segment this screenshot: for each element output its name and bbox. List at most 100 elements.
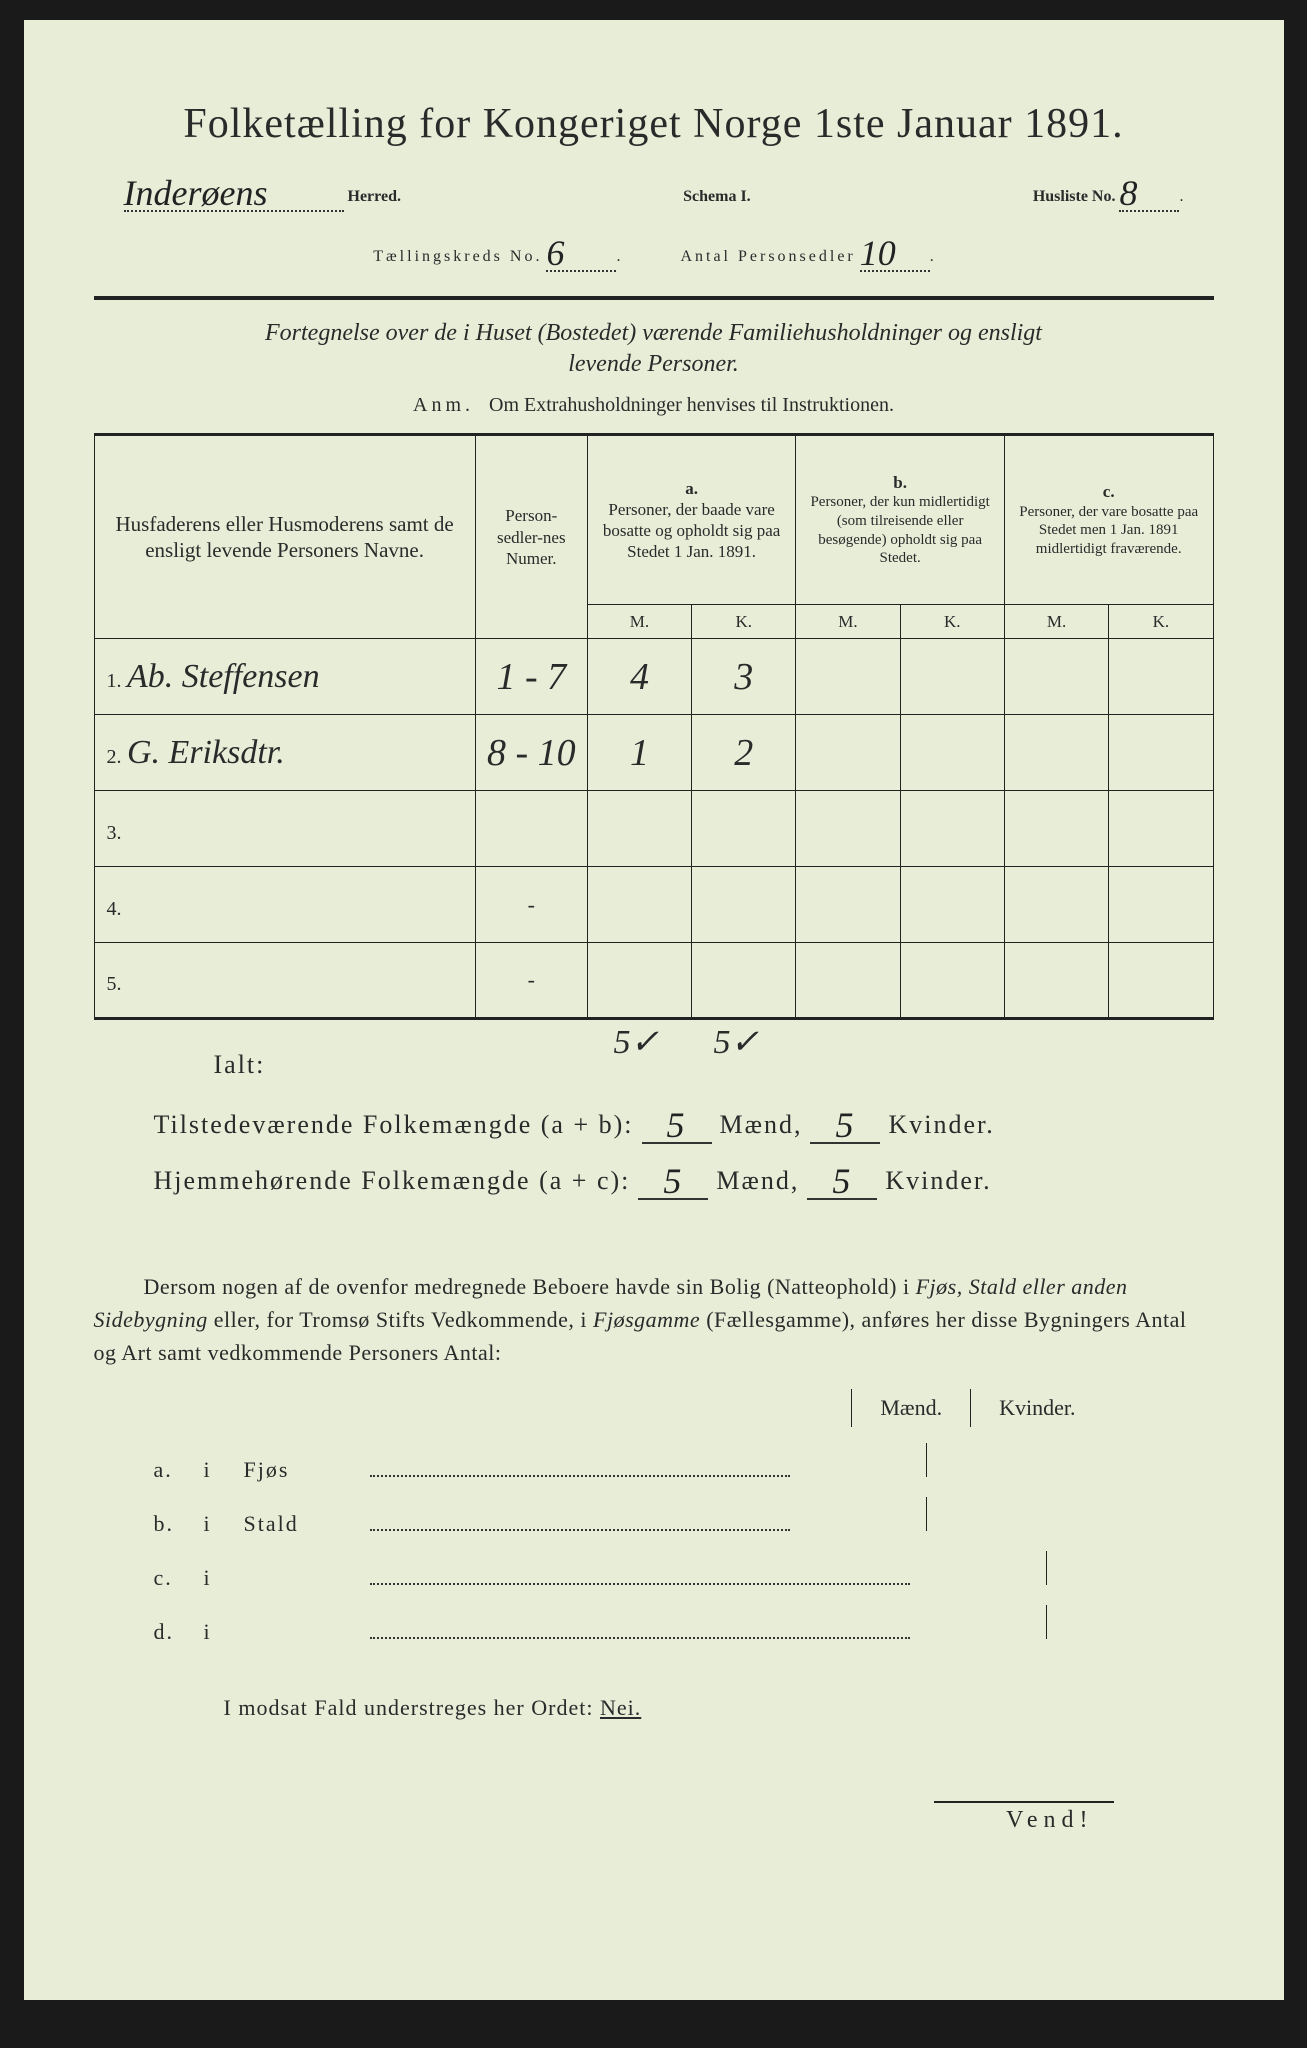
check-mark-right: 5✓ — [714, 1022, 760, 1062]
check-mark-left: 5✓ — [614, 1022, 660, 1062]
cell-num: - — [475, 867, 587, 943]
cell-am: 1 — [587, 715, 691, 791]
herred-label: Herred. — [348, 188, 401, 205]
cell-cm — [1004, 943, 1108, 1019]
antal-value: 10 — [860, 233, 896, 273]
dotted-line — [370, 1529, 790, 1531]
cell-bm — [796, 639, 900, 715]
nej-word: Nei. — [600, 1695, 641, 1720]
col-c-k: K. — [1109, 605, 1213, 639]
dotted-line — [370, 1475, 790, 1477]
cell-cm — [1004, 867, 1108, 943]
resident-maend: 5 — [663, 1161, 683, 1201]
cell-bk — [900, 639, 1004, 715]
present-maend: 5 — [667, 1105, 687, 1145]
kvinder-header: Kvinder. — [970, 1389, 1103, 1427]
cell-ck — [1109, 639, 1213, 715]
cell-cm — [1004, 791, 1108, 867]
building-sublist: a. i Fjøs b. i Stald c. i d. i — [94, 1443, 1214, 1645]
cell-bm — [796, 791, 900, 867]
cell-ck — [1109, 715, 1213, 791]
vertical-divider — [1046, 1605, 1047, 1639]
table-row: 4. - — [94, 867, 1213, 943]
anm-text: Om Extrahusholdninger henvises til Instr… — [489, 394, 894, 416]
list-item: a. i Fjøs — [94, 1443, 1214, 1483]
table-body: 1. Ab. Steffensen 1 - 7 4 3 2. G. Eriksd… — [94, 639, 1213, 1019]
person-name: Ab. Steffensen — [127, 658, 320, 695]
cell-ak — [692, 867, 796, 943]
cell-cm — [1004, 639, 1108, 715]
cell-ck — [1109, 791, 1213, 867]
cell-am — [587, 943, 691, 1019]
cell-num: 8 - 10 — [475, 715, 587, 791]
cell-num — [475, 791, 587, 867]
total-present: Tilstedeværende Folkemængde (a + b): 5 M… — [154, 1100, 1214, 1144]
cell-ck — [1109, 943, 1213, 1019]
col-a-k: K. — [692, 605, 796, 639]
col-header-a: a. Personer, der baade vare bosatte og o… — [587, 435, 796, 605]
list-item: c. i — [94, 1551, 1214, 1591]
mk-header: Mænd. Kvinder. — [94, 1389, 1214, 1427]
cell-bm — [796, 715, 900, 791]
table-row: 1. Ab. Steffensen 1 - 7 4 3 — [94, 639, 1213, 715]
header-row-1: Inderøens Herred. Schema I. Husliste No.… — [94, 168, 1214, 212]
cell-ak: 2 — [692, 715, 796, 791]
census-form-page: Folketælling for Kongeriget Norge 1ste J… — [24, 20, 1284, 2000]
husliste-label: Husliste No. — [1033, 188, 1116, 205]
annotation-note: Anm. Om Extrahusholdninger henvises til … — [94, 394, 1214, 417]
divider — [94, 296, 1214, 300]
col-header-c: c. Personer, der vare bosatte paa Stedet… — [1004, 435, 1213, 605]
present-kvinder: 5 — [835, 1105, 855, 1145]
antal-label: Antal Personsedler — [680, 248, 855, 265]
census-table: Husfaderens eller Husmoderens samt de en… — [94, 433, 1214, 1020]
vertical-divider — [1046, 1551, 1047, 1585]
cell-num: - — [475, 943, 587, 1019]
dotted-line — [370, 1583, 910, 1585]
table-row: 2. G. Eriksdtr. 8 - 10 1 2 — [94, 715, 1213, 791]
person-name: G. Eriksdtr. — [127, 734, 285, 771]
col-header-number: Person-sedler-nes Numer. — [475, 435, 587, 639]
col-a-m: M. — [587, 605, 691, 639]
dotted-line — [370, 1637, 910, 1639]
vertical-divider — [926, 1443, 927, 1477]
kreds-value: 6 — [546, 233, 564, 273]
table-row: 3. — [94, 791, 1213, 867]
vend-rule — [934, 1801, 1114, 1803]
cell-am: 4 — [587, 639, 691, 715]
col-b-m: M. — [796, 605, 900, 639]
kreds-label: Tællingskreds No. — [373, 248, 542, 265]
table-row: 5. - — [94, 943, 1213, 1019]
herred-value: Inderøens — [124, 173, 268, 213]
col-header-b: b. Personer, der kun midlertidigt (som t… — [796, 435, 1005, 605]
vend-label: Vend! — [94, 1807, 1214, 1834]
totals-section: Ialt: Tilstedeværende Folkemængde (a + b… — [94, 1050, 1214, 1200]
cell-ak — [692, 943, 796, 1019]
cell-cm — [1004, 715, 1108, 791]
cell-ck — [1109, 867, 1213, 943]
cell-ak: 3 — [692, 639, 796, 715]
cell-bm — [796, 867, 900, 943]
col-b-k: K. — [900, 605, 1004, 639]
anm-label: Anm. — [413, 394, 474, 416]
cell-am — [587, 791, 691, 867]
subtitle-line2: levende Personer. — [94, 351, 1214, 378]
cell-bk — [900, 715, 1004, 791]
maend-header: Mænd. — [851, 1389, 970, 1427]
list-item: b. i Stald — [94, 1497, 1214, 1537]
cell-bk — [900, 791, 1004, 867]
husliste-value: 8 — [1119, 173, 1137, 213]
modsat-line: I modsat Fald understreges her Ordet: Ne… — [94, 1695, 1214, 1721]
col-header-name: Husfaderens eller Husmoderens samt de en… — [94, 435, 475, 639]
cell-bm — [796, 943, 900, 1019]
cell-am — [587, 867, 691, 943]
page-title: Folketælling for Kongeriget Norge 1ste J… — [94, 100, 1214, 148]
cell-num: 1 - 7 — [475, 639, 587, 715]
list-item: d. i — [94, 1605, 1214, 1645]
col-c-m: M. — [1004, 605, 1108, 639]
header-row-2: Tællingskreds No. 6 . Antal Personsedler… — [94, 228, 1214, 272]
cell-bk — [900, 943, 1004, 1019]
cell-ak — [692, 791, 796, 867]
schema-label: Schema I. — [683, 188, 751, 206]
vertical-divider — [926, 1497, 927, 1531]
subtitle-line1: Fortegnelse over de i Huset (Bostedet) v… — [94, 320, 1214, 347]
